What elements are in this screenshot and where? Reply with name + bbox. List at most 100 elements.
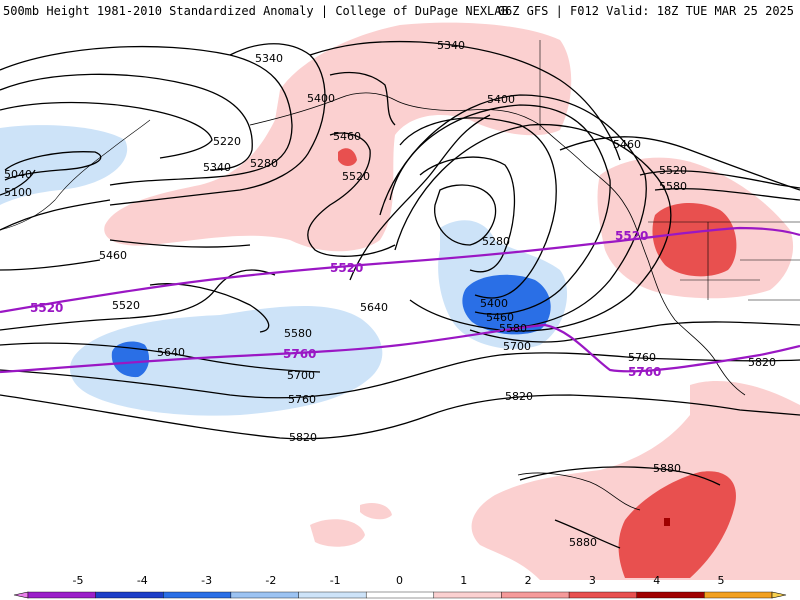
- thickness-label-5760b: 5760: [628, 365, 661, 379]
- anomaly-pos2-alaska: [338, 148, 357, 166]
- anomaly-neg2-gulf: [462, 274, 551, 335]
- thickness-5760: [0, 323, 800, 374]
- label-5880a: 5880: [653, 462, 681, 475]
- legend-tick-label: -3: [201, 574, 213, 587]
- coastline-alaska: [249, 92, 649, 261]
- label-5880b: 5880: [569, 536, 597, 549]
- label-5760a: 5760: [288, 393, 316, 406]
- label-5400c: 5400: [480, 297, 508, 310]
- anomaly-pos2-mexico: [618, 471, 736, 578]
- contour-5460c: [389, 104, 611, 315]
- contour-5340b: [309, 40, 621, 161]
- label-5340c: 5340: [437, 39, 465, 52]
- anomaly-pos3-mexico: [664, 518, 670, 526]
- legend-tick-label: 0: [396, 574, 403, 587]
- label-5640a: 5640: [360, 301, 388, 314]
- label-5580c: 5580: [499, 322, 527, 335]
- contour-5760a: [0, 352, 800, 399]
- thickness-label-5520c: 5520: [615, 229, 648, 243]
- contour-5880a: [519, 466, 721, 486]
- contour-5100: [0, 169, 36, 196]
- legend-tick-label: -2: [265, 574, 277, 587]
- legend-tick-label: 1: [460, 574, 468, 587]
- contour-5400a: [109, 43, 326, 206]
- coastline-mexico: [517, 472, 641, 511]
- contour-5700b: [469, 321, 800, 343]
- label-5520b: 5520: [659, 164, 687, 177]
- label-5700a: 5700: [287, 369, 315, 382]
- anomaly-pos-islands-b: [360, 503, 392, 520]
- legend-tick-label: 5: [717, 574, 725, 587]
- anomaly-neg-central-pacific: [70, 305, 383, 416]
- contour-5880b: [554, 519, 621, 549]
- contour-5640b: [0, 269, 276, 331]
- coastline-westcoast: [647, 259, 746, 396]
- label-5100: 5100: [4, 186, 32, 199]
- anomaly-map: 5040 5100 5220 5280 5340 5340 5340 5400 …: [0, 22, 800, 580]
- label-5760b: 5760: [628, 351, 656, 364]
- thickness-label-5760a: 5760: [283, 347, 316, 361]
- label-5340b: 5340: [255, 52, 283, 65]
- contour-5220: [0, 101, 213, 159]
- legend-segment: [27, 591, 96, 599]
- label-5580a: 5580: [659, 180, 687, 193]
- legend-segment: [568, 591, 637, 599]
- label-5640b: 5640: [157, 346, 185, 359]
- legend-tick-label: 3: [588, 574, 596, 587]
- legend-bar-segments: [13, 591, 787, 599]
- label-5700b: 5700: [503, 340, 531, 353]
- coastline-asia: [0, 119, 151, 231]
- legend-segment: [95, 591, 164, 599]
- label-5580b: 5580: [284, 327, 312, 340]
- anomaly-pos-alaska: [104, 22, 572, 252]
- legend-segment: [501, 591, 570, 599]
- label-5040: 5040: [4, 168, 32, 181]
- label-5280b: 5280: [482, 235, 510, 248]
- contour-5040: [4, 151, 102, 181]
- contour-5520c: [639, 170, 800, 189]
- label-5460b: 5460: [613, 138, 641, 151]
- legend-segment: [298, 591, 367, 599]
- map-title: 500mb Height 1981-2010 Standardized Anom…: [3, 4, 509, 18]
- legend-tick-label: -5: [72, 574, 84, 587]
- anomaly-pos2-west: [652, 203, 737, 277]
- label-5400b: 5400: [487, 93, 515, 106]
- contour-5280b: [434, 184, 497, 246]
- contour-5400b: [329, 71, 396, 126]
- anomaly-pos-islands-a: [310, 519, 365, 547]
- header-bar: 500mb Height 1981-2010 Standardized Anom…: [0, 0, 800, 22]
- contour-5640a: [349, 114, 491, 281]
- contour-5700a: [0, 342, 321, 373]
- contour-5520a: [0, 259, 101, 271]
- thickness-lines: [0, 226, 800, 374]
- label-5460a: 5460: [333, 130, 361, 143]
- legend-segment: [636, 591, 705, 599]
- color-scale-legend: -5 -4 -3 -2 -1 0 1 2 3 4 5: [0, 574, 800, 600]
- run-info: 06Z GFS | F012 Valid: 18Z TUE MAR 25 202…: [497, 4, 794, 18]
- thickness-label-5520b: 5520: [330, 261, 363, 275]
- height-contours: [0, 40, 800, 549]
- anomaly-neg2-pacific: [111, 341, 150, 378]
- legend-segment: [365, 591, 435, 599]
- label-5520a: 5520: [342, 170, 370, 183]
- legend-tick-label: -4: [136, 574, 148, 587]
- label-5820b: 5820: [505, 390, 533, 403]
- thickness-5520: [0, 226, 800, 314]
- thickness-label-5520a: 5520: [30, 301, 63, 315]
- label-5820c: 5820: [748, 356, 776, 369]
- anomaly-neg-west: [0, 125, 128, 205]
- label-5460c: 5460: [99, 249, 127, 262]
- label-5340a: 5340: [203, 161, 231, 174]
- label-5400a: 5400: [307, 92, 335, 105]
- contour-5460a: [0, 199, 251, 248]
- contour-5280a: [0, 73, 253, 171]
- color-scale-bar: [13, 591, 787, 599]
- contour-5340c: [419, 156, 516, 273]
- legend-tick-label: 4: [653, 574, 661, 587]
- legend-segment: [704, 591, 773, 599]
- label-5820a: 5820: [289, 431, 317, 444]
- contour-5460d: [559, 136, 800, 191]
- label-5220: 5220: [213, 135, 241, 148]
- label-5280a: 5280: [250, 157, 278, 170]
- legend-tick-label: 2: [524, 574, 532, 587]
